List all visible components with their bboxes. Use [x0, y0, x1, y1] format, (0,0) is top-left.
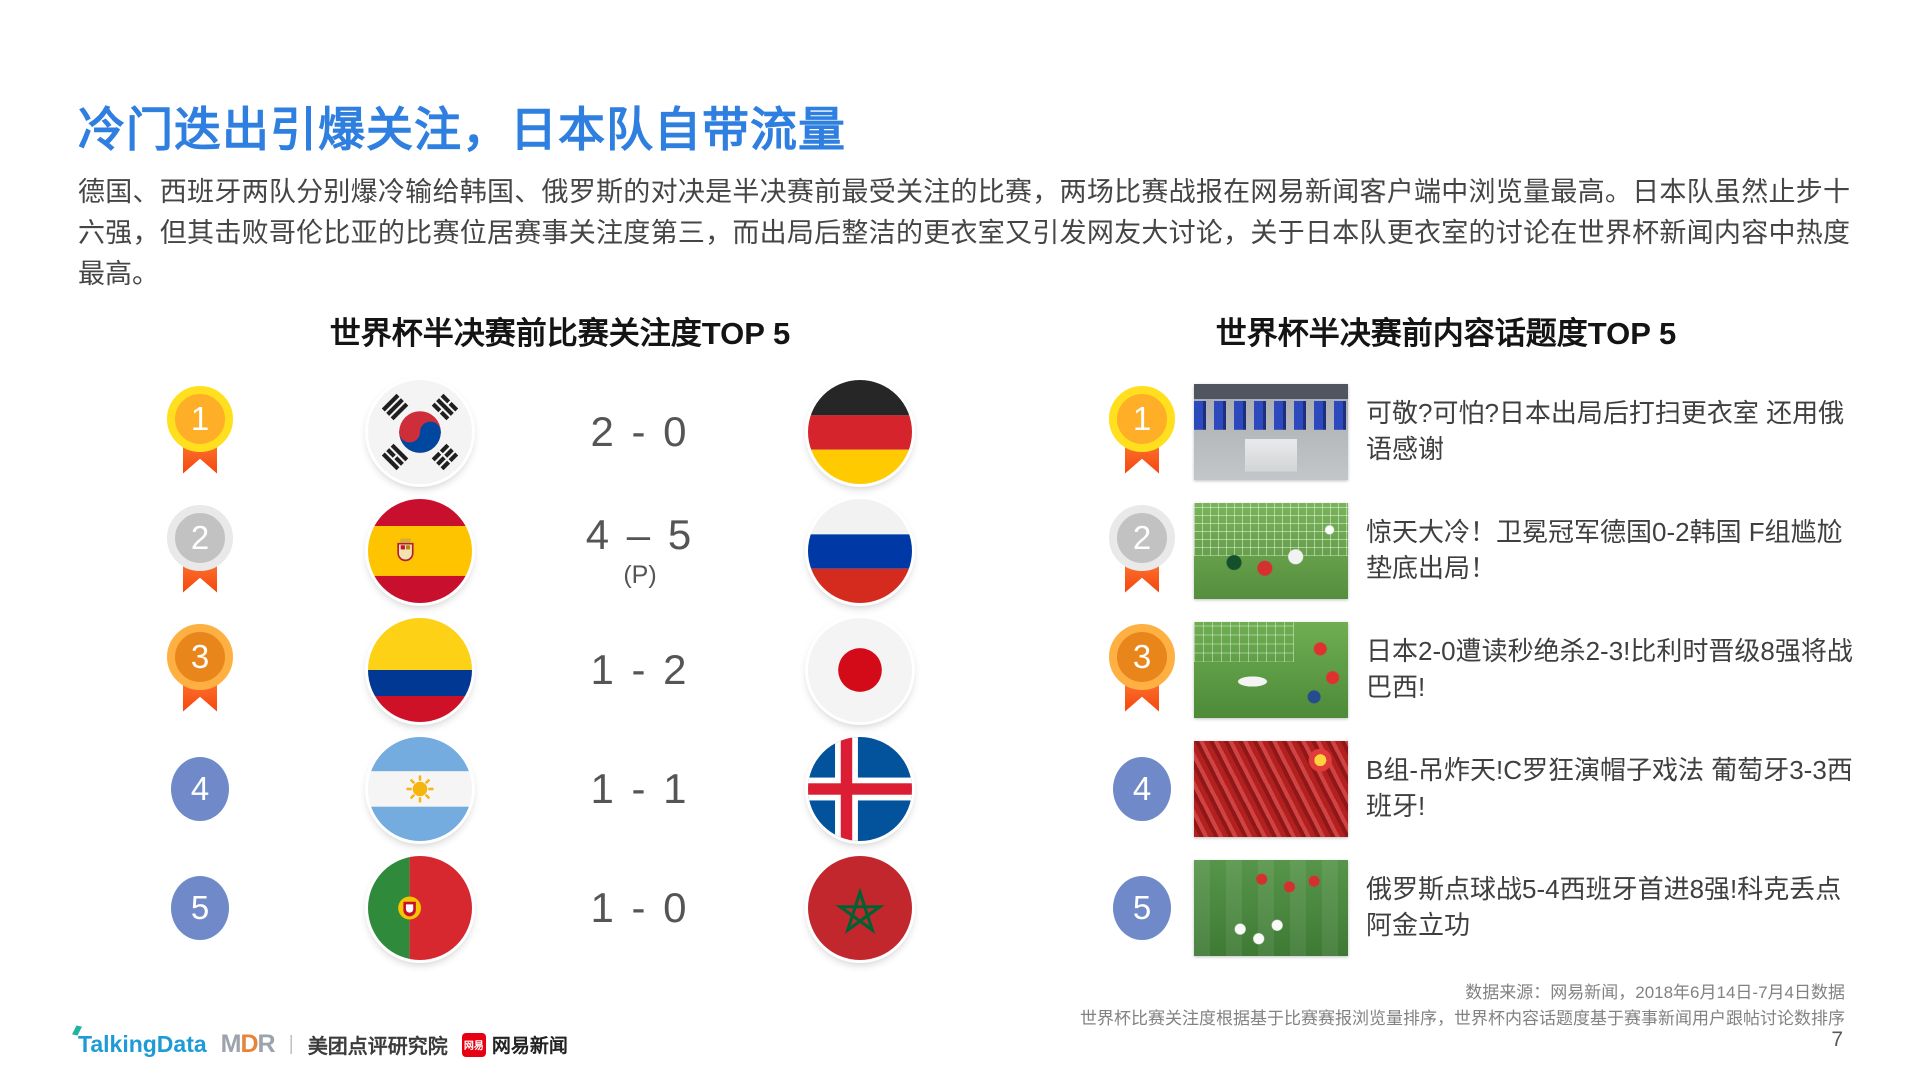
rank-circle-icon: 5 [171, 875, 229, 940]
rank-number: 2 [167, 504, 233, 571]
japan-belgium-match-photo [1194, 621, 1348, 718]
match-row-4: 4 [78, 729, 958, 848]
rank-number: 3 [167, 623, 233, 690]
news-row-4: 4 B组-吊炸天!C罗狂演帽子戏法 葡萄牙3-3西班牙! [1090, 729, 1865, 848]
rank-circle-icon: 4 [1113, 756, 1171, 821]
right-panel-title: 世界杯半决赛前内容话题度TOP 5 [1215, 316, 1677, 351]
bronze-medal-icon: 3 [167, 623, 233, 716]
match-ranking-list: 1 [78, 372, 958, 967]
rank-circle-icon: 4 [171, 756, 229, 821]
news-row-2: 2 惊天大冷！卫冕冠军德国0-2韩国 F组尴尬垫底出局！ [1090, 491, 1865, 610]
news-row-5: 5 俄罗斯点球战5-4西班牙首进8强!科克丢点阿金立功 [1090, 848, 1865, 967]
news-ranking-list: 1 可敬?可怕?日本出局后打扫更衣室 还用俄语感谢 2 惊天大冷！卫冕冠军德国0… [1090, 372, 1865, 967]
page-title: 冷门迭出引爆关注，日本队自带流量 [78, 103, 846, 157]
news-headline: B组-吊炸天!C罗狂演帽子戏法 葡萄牙3-3西班牙! [1366, 755, 1853, 821]
match-score: 1 - 0 [590, 883, 690, 931]
morocco-flag-icon [808, 855, 912, 960]
japan-flag-icon [808, 617, 912, 722]
page-number: 7 [1831, 1028, 1843, 1051]
silver-medal-icon: 2 [167, 504, 233, 597]
russia-flag-icon [808, 498, 912, 603]
footer-logos: TalkingData MDR | 美团点评研究院 网易 网易新闻 [78, 1030, 568, 1059]
russia-spain-celebration-photo [1194, 859, 1348, 956]
netease-news-logo: 网易 网易新闻 [461, 1031, 568, 1058]
news-row-1: 1 可敬?可怕?日本出局后打扫更衣室 还用俄语感谢 [1090, 372, 1865, 491]
match-row-3: 3 1 - 2 [78, 610, 958, 729]
talkingdata-logo: TalkingData [78, 1031, 207, 1057]
match-row-5: 5 1 - 0 [78, 848, 958, 967]
silver-medal-icon: 2 [1109, 504, 1175, 597]
match-score: 1 - 1 [590, 764, 690, 812]
rank-number: 1 [1109, 385, 1175, 452]
germany-flag-icon [808, 379, 912, 484]
match-score: 2 - 0 [590, 407, 690, 455]
portugal-flag-icon [368, 855, 472, 960]
rank-number: 3 [1109, 623, 1175, 690]
argentina-flag-icon [368, 736, 472, 841]
bronze-medal-icon: 3 [1109, 623, 1175, 716]
mdr-logo: MDR [220, 1030, 276, 1058]
south-korea-flag-icon [368, 379, 472, 484]
meituan-dianping-institute-logo: 美团点评研究院 [307, 1036, 448, 1058]
summary-paragraph: 德国、西班牙两队分别爆冷输给韩国、俄罗斯的对决是半决赛前最受关注的比赛，两场比赛… [78, 177, 1850, 290]
rank-number: 2 [1109, 504, 1175, 571]
left-panel-title: 世界杯半决赛前比赛关注度TOP 5 [329, 316, 791, 351]
match-row-2: 2 [78, 491, 958, 610]
match-score: 4 – 5 [585, 511, 695, 558]
match-row-1: 1 [78, 372, 958, 491]
data-source-note: 数据来源：网易新闻，2018年6月14日-7月4日数据 世界杯比赛关注度根据基于… [1080, 980, 1845, 1031]
news-headline: 日本2-0遭读秒绝杀2-3!比利时晋级8强将战巴西! [1366, 636, 1853, 702]
news-row-3: 3 日本2-0遭读秒绝杀2-3!比利时晋级8强将战巴西! [1090, 610, 1865, 729]
gold-medal-icon: 1 [1109, 385, 1175, 478]
colombia-flag-icon [368, 617, 472, 722]
rank-circle-icon: 5 [1113, 875, 1171, 940]
data-source-line1: 数据来源：网易新闻，2018年6月14日-7月4日数据 [1465, 983, 1845, 1002]
rank-number: 1 [167, 385, 233, 452]
netease-label: 网易新闻 [491, 1036, 568, 1057]
locker-room-photo [1194, 383, 1348, 480]
germany-korea-goal-photo [1194, 502, 1348, 599]
logo-divider: | [288, 1033, 294, 1055]
spain-flag-icon [368, 498, 472, 603]
data-source-line2: 世界杯比赛关注度根据基于比赛赛报浏览量排序，世界杯内容话题度基于赛事新闻用户跟帖… [1080, 1008, 1845, 1028]
news-headline: 可敬?可怕?日本出局后打扫更衣室 还用俄语感谢 [1366, 398, 1845, 464]
iceland-flag-icon [808, 736, 912, 841]
gold-medal-icon: 1 [167, 385, 233, 478]
spain-fans-crowd-photo [1194, 740, 1348, 837]
penalty-note: (P) [623, 561, 657, 589]
netease-icon: 网易 [461, 1032, 486, 1057]
news-headline: 俄罗斯点球战5-4西班牙首进8强!科克丢点阿金立功 [1366, 874, 1842, 940]
match-score: 1 - 2 [590, 645, 690, 693]
news-headline: 惊天大冷！卫冕冠军德国0-2韩国 F组尴尬垫底出局！ [1366, 517, 1843, 583]
